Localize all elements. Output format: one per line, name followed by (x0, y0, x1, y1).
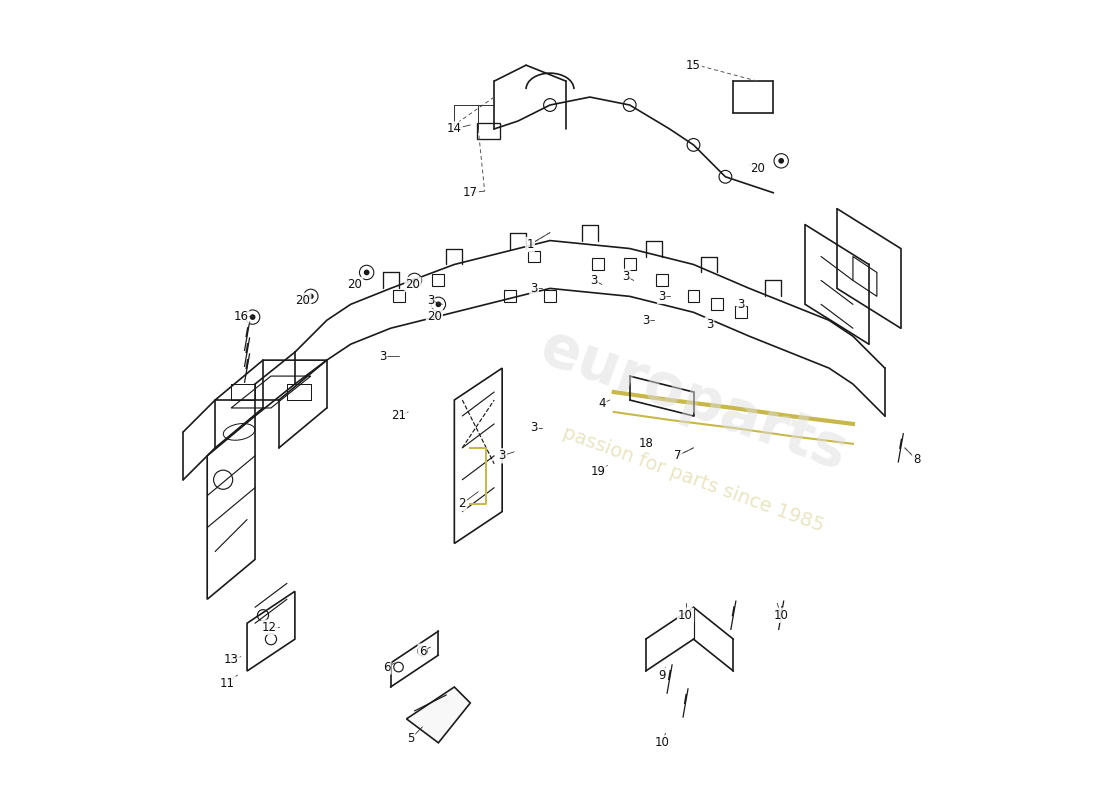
Text: 3: 3 (706, 318, 713, 330)
Text: 1: 1 (526, 238, 534, 251)
Text: 13: 13 (223, 653, 239, 666)
Text: 11: 11 (220, 677, 234, 690)
FancyBboxPatch shape (432, 274, 444, 286)
FancyBboxPatch shape (736, 306, 747, 318)
Text: 10: 10 (654, 736, 669, 750)
Polygon shape (407, 687, 471, 743)
Text: 3: 3 (642, 314, 649, 326)
Text: 10: 10 (678, 609, 693, 622)
Circle shape (779, 158, 784, 164)
FancyBboxPatch shape (592, 258, 604, 270)
FancyBboxPatch shape (393, 290, 405, 302)
Text: 8: 8 (913, 454, 921, 466)
Text: 19: 19 (591, 466, 605, 478)
Text: 3: 3 (591, 274, 597, 287)
Text: 4: 4 (598, 398, 606, 410)
FancyBboxPatch shape (476, 123, 499, 138)
Text: 15: 15 (686, 58, 701, 72)
Text: 18: 18 (638, 438, 653, 450)
Circle shape (411, 278, 417, 283)
Text: 9: 9 (658, 669, 666, 682)
Circle shape (436, 302, 441, 307)
Text: 5: 5 (407, 732, 415, 746)
Text: 21: 21 (390, 410, 406, 422)
Circle shape (250, 314, 255, 320)
Text: passion for parts since 1985: passion for parts since 1985 (560, 423, 827, 536)
FancyBboxPatch shape (688, 290, 700, 302)
Text: 17: 17 (463, 186, 477, 199)
Text: 10: 10 (773, 609, 789, 622)
Text: 7: 7 (674, 450, 681, 462)
Text: 3: 3 (498, 450, 506, 462)
Text: 6: 6 (419, 645, 426, 658)
Text: europarts: europarts (532, 318, 855, 482)
Circle shape (308, 294, 314, 299)
FancyBboxPatch shape (528, 250, 540, 262)
FancyBboxPatch shape (544, 290, 556, 302)
Text: 12: 12 (262, 621, 277, 634)
Text: 3: 3 (530, 282, 538, 295)
Text: 3: 3 (658, 290, 666, 303)
Text: 6: 6 (383, 661, 390, 674)
Text: 3: 3 (378, 350, 386, 362)
Text: 20: 20 (427, 310, 442, 322)
Text: 3: 3 (530, 422, 538, 434)
FancyBboxPatch shape (504, 290, 516, 302)
Text: 20: 20 (406, 278, 420, 291)
Text: 20: 20 (348, 278, 362, 291)
Text: 3: 3 (621, 270, 629, 283)
Text: 20: 20 (750, 162, 764, 175)
Text: 2: 2 (459, 497, 466, 510)
Circle shape (364, 270, 370, 275)
Text: 20: 20 (296, 294, 310, 307)
FancyBboxPatch shape (712, 298, 724, 310)
Text: 3: 3 (427, 294, 434, 307)
Text: 14: 14 (447, 122, 462, 135)
FancyBboxPatch shape (656, 274, 668, 286)
Text: 3: 3 (738, 298, 745, 311)
FancyBboxPatch shape (624, 258, 636, 270)
Text: 16: 16 (233, 310, 249, 322)
